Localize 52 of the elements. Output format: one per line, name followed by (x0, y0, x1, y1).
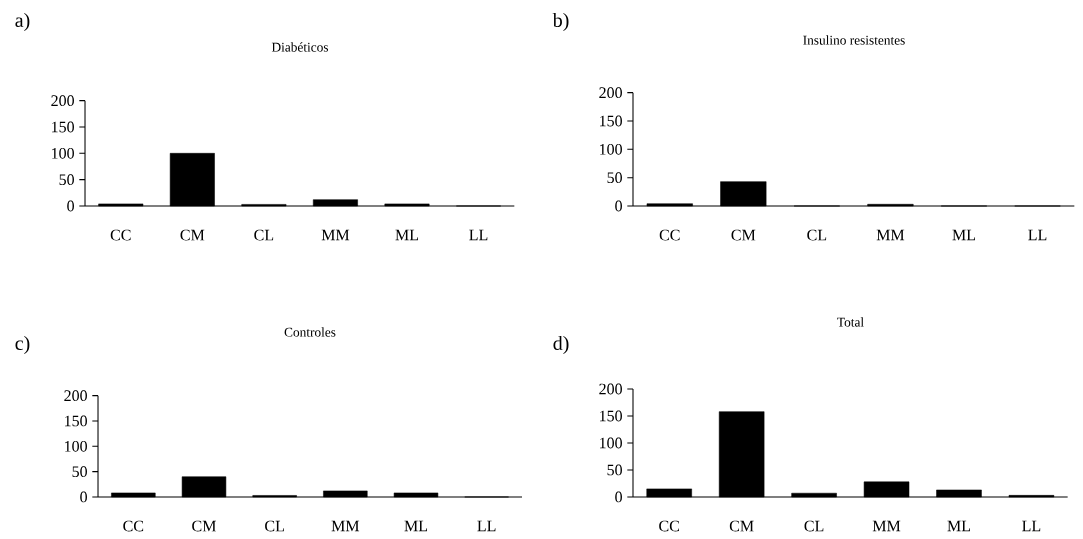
y-tick-label: 150 (600, 410, 622, 422)
x-tick-label: CM (180, 229, 205, 241)
y-tick-label: 0 (67, 200, 74, 212)
x-tick-label: ML (952, 229, 976, 241)
text: d) (553, 335, 569, 355)
y-tick-label: 50 (72, 466, 87, 478)
x-tick-label: LL (477, 520, 496, 532)
x-tick-label: CC (110, 229, 131, 241)
x-tick-label: MM (876, 229, 905, 241)
y-tick-label: 150 (52, 121, 74, 133)
x-tick-label: MM (872, 520, 901, 532)
y-tick-label: 200 (51, 95, 74, 107)
x-tick-label: CL (807, 229, 827, 241)
y-tick-label: 200 (64, 390, 87, 402)
chart-title: Diabéticos (271, 42, 329, 52)
x-tick-label: CC (659, 520, 680, 532)
chart-title: Controles (284, 327, 336, 337)
x-tick-label: LL (1022, 520, 1041, 532)
x-tick-label: ML (404, 520, 428, 532)
x-tick-label: LL (1028, 229, 1047, 241)
y-tick-label: 150 (65, 415, 87, 427)
y-tick-label: 100 (600, 143, 622, 155)
text: a) (15, 12, 30, 32)
y-tick-label: 150 (600, 115, 622, 127)
x-tick-label: CL (254, 229, 274, 241)
chart-title: Total (837, 317, 864, 327)
x-tick-label: ML (395, 229, 419, 241)
y-tick-label: 0 (615, 200, 622, 212)
x-tick-label: MM (321, 229, 350, 241)
x-tick-label: CC (659, 229, 680, 241)
y-tick-label: 200 (599, 87, 622, 99)
y-tick-label: 50 (59, 174, 74, 186)
y-tick-label: 100 (65, 440, 87, 452)
x-tick-label: ML (947, 520, 971, 532)
y-tick-label: 0 (80, 491, 87, 503)
x-tick-label: CL (265, 520, 284, 532)
x-tick-label: CM (192, 520, 216, 532)
text: b) (552, 12, 569, 32)
x-tick-label: CC (123, 520, 144, 532)
chart-title: Insulino resistentes (803, 35, 905, 45)
x-tick-label: CM (729, 520, 754, 532)
y-tick-label: 50 (607, 464, 622, 476)
y-tick-label: 0 (615, 491, 622, 503)
y-tick-label: 100 (600, 437, 622, 449)
text: c) (15, 335, 30, 355)
x-tick-label: CL (804, 520, 824, 532)
y-tick-label: 100 (52, 147, 74, 159)
y-tick-label: 50 (607, 172, 622, 184)
x-tick-label: LL (469, 229, 488, 241)
x-tick-label: CM (731, 229, 756, 241)
y-tick-label: 200 (599, 383, 622, 395)
x-tick-label: MM (331, 520, 360, 532)
